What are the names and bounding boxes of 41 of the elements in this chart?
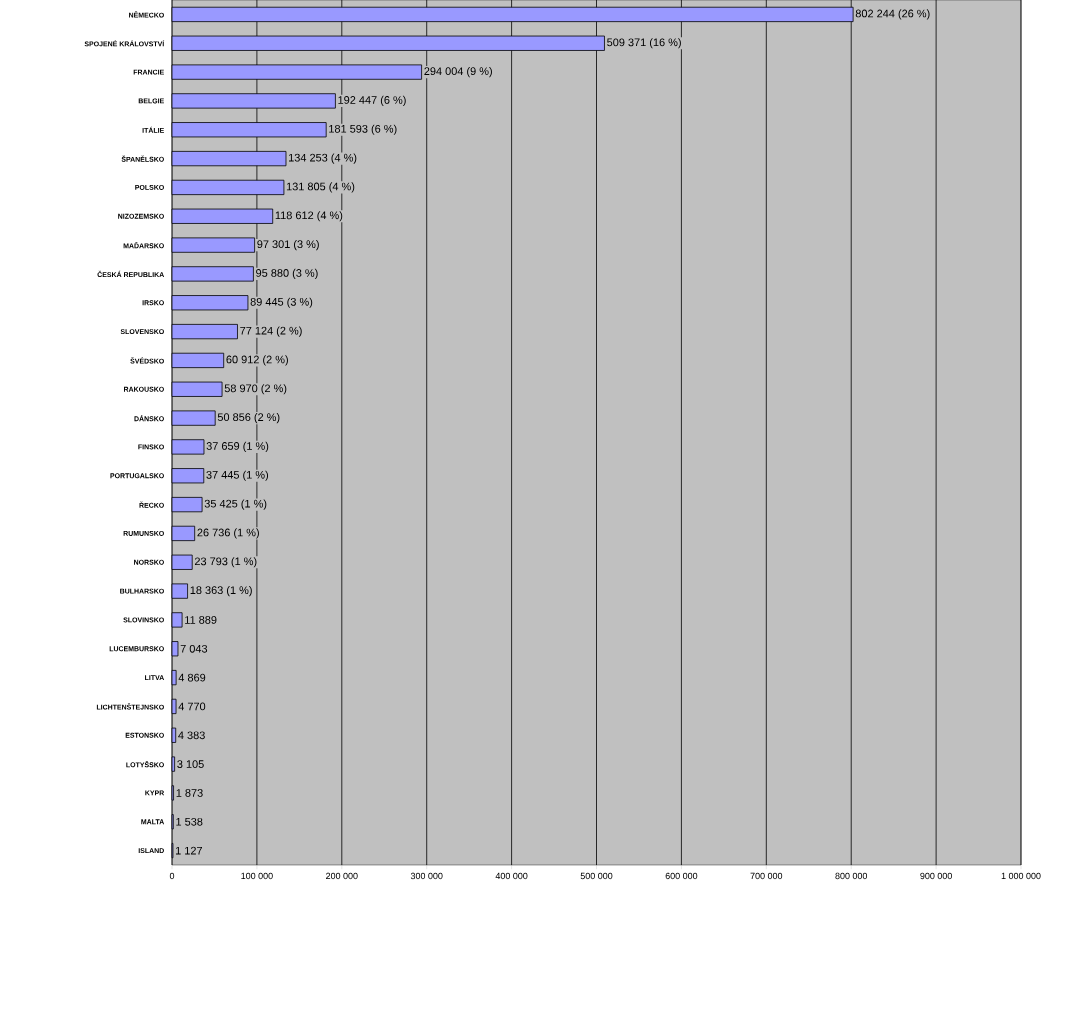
data-label: 35 425 (1 %) xyxy=(204,499,267,510)
data-label: 4 770 xyxy=(178,702,206,711)
data-label: 11 889 xyxy=(185,616,217,624)
x-tick-label: 400 000 xyxy=(495,872,528,880)
data-label: 37 445 (1 %) xyxy=(206,470,269,481)
data-label: 1 538 xyxy=(176,817,203,826)
x-tick-label: 800 000 xyxy=(835,872,868,880)
data-label: 3 105 xyxy=(177,760,204,768)
data-label: 26 736 (1 %) xyxy=(197,528,259,539)
data-label: 37 659 (1 %) xyxy=(206,441,269,453)
x-tick-label: 900 000 xyxy=(920,872,952,880)
x-tick-label: 500 000 xyxy=(580,872,613,880)
data-label: 134 253 (4 %) xyxy=(289,153,357,164)
data-label: 509 371 (16 %) xyxy=(607,38,681,49)
data-label: 1 873 xyxy=(176,789,203,797)
x-tick-label: 300 000 xyxy=(410,872,443,880)
data-label: 1 127 xyxy=(175,846,203,855)
data-label: 118 612 (4 %) xyxy=(275,211,343,222)
x-tick-label: 600 000 xyxy=(665,872,698,880)
data-label: 192 447 (6 %) xyxy=(338,95,406,107)
x-tick-label: 100 000 xyxy=(241,872,273,880)
x-tick-label: 700 000 xyxy=(750,872,783,880)
x-tick-label: 0 xyxy=(169,872,175,880)
data-label: 294 004 (9 %) xyxy=(424,66,492,78)
data-label: 4 869 xyxy=(178,673,206,682)
x-tick-label: 200 000 xyxy=(326,872,358,880)
data-label: 58 970 (2 %) xyxy=(224,384,287,395)
x-tick-label: 1 000 000 xyxy=(1001,872,1041,880)
data-label: 181 593 (6 %) xyxy=(329,124,397,135)
data-label: 131 805 (4 %) xyxy=(286,182,355,193)
data-label: 77 124 (2 %) xyxy=(240,326,302,337)
data-label: 97 301 (3 %) xyxy=(257,239,319,251)
data-label: 7 043 xyxy=(180,644,208,653)
data-label: 89 445 (3 %) xyxy=(250,297,313,308)
data-label: 95 880 (3 %) xyxy=(256,268,318,280)
data-label: 60 912 (2 %) xyxy=(226,355,288,366)
data-label: 50 856 (2 %) xyxy=(217,412,280,424)
data-label: 4 383 xyxy=(178,731,205,740)
data-label: 23 793 (1 %) xyxy=(194,557,257,568)
data-label: 802 244 (26 %) xyxy=(855,9,930,20)
data-label: 18 363 (1 %) xyxy=(190,585,252,597)
